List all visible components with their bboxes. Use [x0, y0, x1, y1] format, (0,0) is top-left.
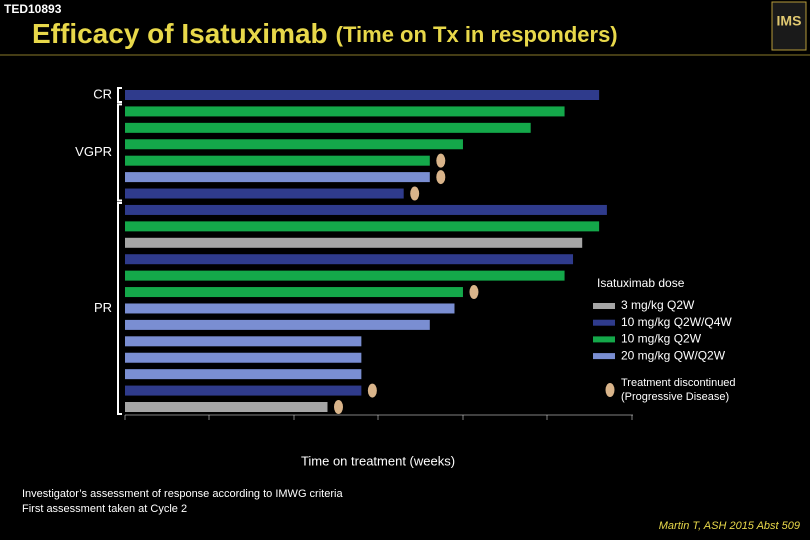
bar — [125, 122, 531, 133]
logo-box — [771, 1, 807, 51]
legend-swatch — [593, 303, 615, 309]
bar — [125, 254, 574, 265]
discontinued-marker — [436, 170, 446, 185]
legend-label: 3 mg/kg Q2W — [621, 298, 695, 312]
legend-swatch — [593, 319, 615, 326]
legend-label: 10 mg/kg Q2W — [621, 332, 702, 346]
chart-title: Efficacy of Isatuximab (Time on Tx in res… — [32, 18, 618, 49]
legend-label: 20 mg/kg QW/Q2W — [621, 348, 726, 362]
discontinued-marker — [367, 383, 377, 398]
legend-swatch — [593, 353, 615, 360]
bar — [125, 188, 404, 199]
group-bracket — [117, 103, 122, 202]
legend-label: 10 mg/kg Q2W/Q4W — [621, 315, 732, 329]
legend-marker-label: (Progressive Disease) — [621, 391, 729, 403]
logo: IMS — [777, 13, 802, 29]
group-bracket — [117, 87, 122, 103]
bar — [125, 237, 583, 248]
legend-marker — [605, 383, 615, 397]
bar — [125, 270, 565, 281]
legend-title: Isatuximab dose — [597, 276, 685, 290]
group-label: VGPR — [75, 144, 112, 159]
footnote: First assessment taken at Cycle 2 — [22, 503, 187, 515]
bar — [125, 106, 565, 117]
bar — [125, 402, 328, 412]
header: TED10893 — [4, 2, 62, 16]
footnote: Investigator’s assessment of response ac… — [22, 488, 343, 500]
bar — [125, 319, 430, 330]
axis-ticks — [124, 415, 633, 420]
legend-marker-label: Treatment discontinued — [621, 377, 736, 389]
bar — [125, 90, 600, 100]
discontinued-marker — [410, 186, 420, 201]
bar — [125, 385, 362, 396]
bar — [125, 287, 463, 298]
group-label: CR — [93, 86, 112, 101]
title-sub: (Time on Tx in responders) — [336, 22, 618, 47]
legend-swatch — [593, 336, 615, 343]
discontinued-marker — [333, 400, 343, 414]
bar — [125, 204, 607, 215]
bar — [125, 139, 463, 150]
bar — [125, 155, 430, 166]
bar — [125, 369, 362, 380]
discontinued-marker — [469, 285, 479, 300]
citation: Martin T, ASH 2015 Abst 509 — [659, 520, 800, 532]
discontinued-marker — [436, 153, 446, 168]
bar — [125, 221, 600, 232]
x-axis-label: Time on treatment (weeks) — [301, 453, 455, 468]
title-main: Efficacy of Isatuximab — [32, 18, 328, 49]
bar — [125, 336, 362, 347]
group-bracket — [117, 201, 122, 415]
bar — [125, 352, 362, 363]
group-label: PR — [94, 300, 112, 315]
bar — [125, 303, 455, 314]
bar — [125, 172, 430, 183]
